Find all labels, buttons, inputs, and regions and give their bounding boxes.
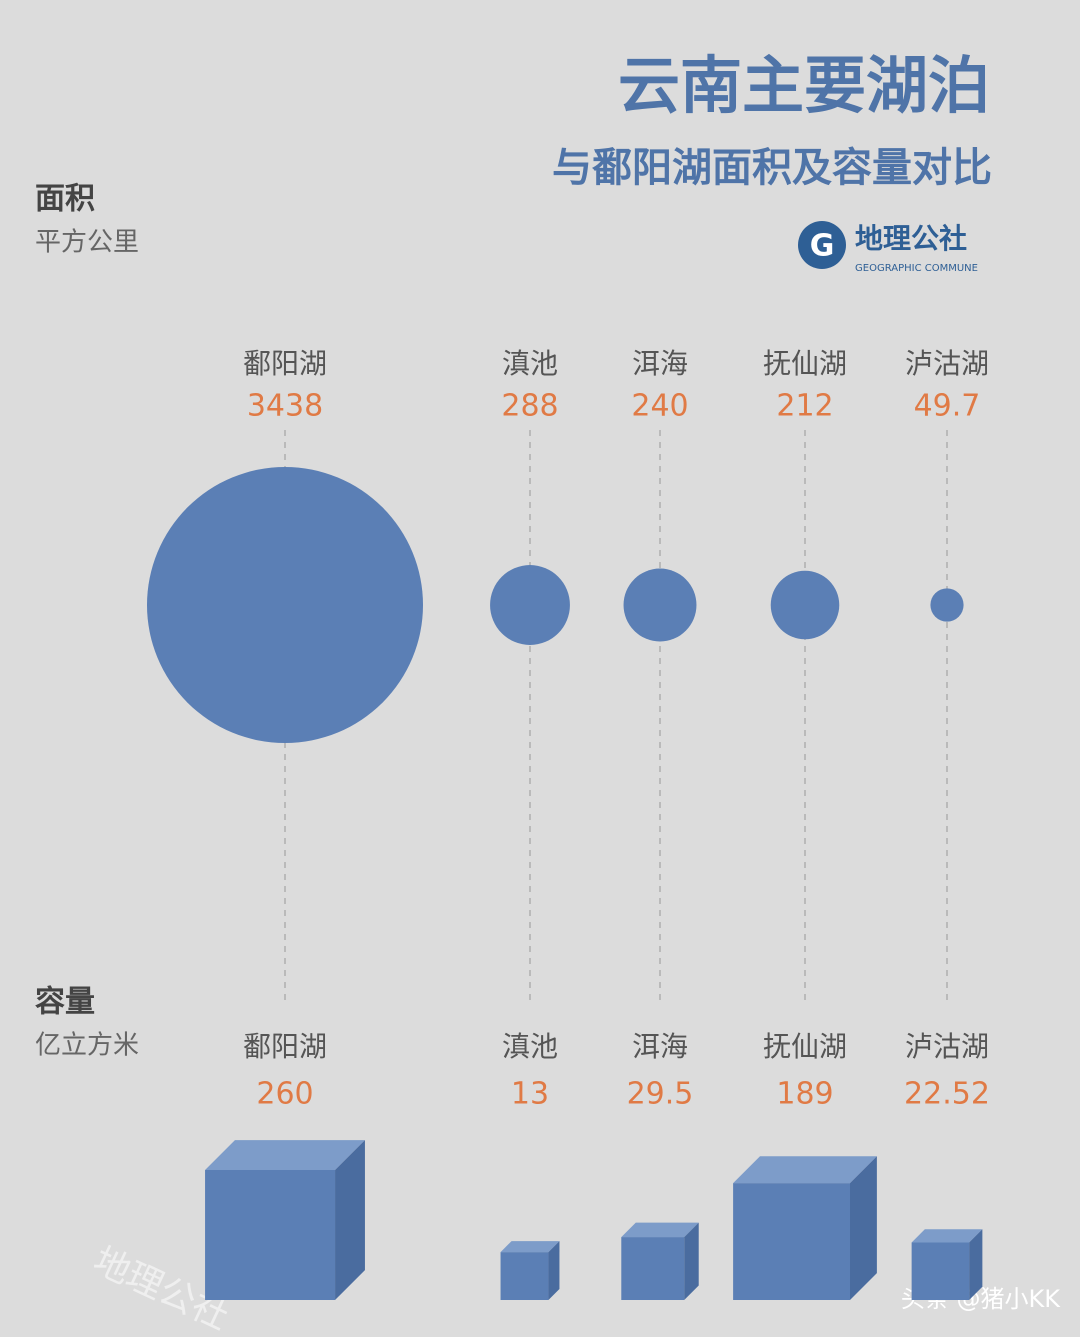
cube-side bbox=[684, 1222, 699, 1300]
category-label: 滇池 bbox=[502, 1030, 558, 1063]
area-circle bbox=[770, 570, 840, 640]
logo-icon bbox=[798, 221, 846, 269]
category-label: 泸沽湖 bbox=[905, 347, 989, 380]
cube-front bbox=[500, 1252, 549, 1300]
value-label: 29.5 bbox=[627, 1077, 694, 1112]
area-circle bbox=[930, 588, 964, 622]
cube-top bbox=[733, 1156, 877, 1184]
area-circle bbox=[490, 565, 570, 645]
logo: G 地理公社 GEOGRAPHIC COMMUNE bbox=[798, 221, 978, 274]
logo-english: GEOGRAPHIC COMMUNE bbox=[855, 263, 978, 274]
area-circle bbox=[147, 467, 423, 743]
cube-side bbox=[969, 1229, 983, 1300]
cube-front bbox=[733, 1183, 851, 1300]
value-label: 240 bbox=[631, 389, 688, 424]
cube-side bbox=[548, 1241, 560, 1300]
logo-name: 地理公社 bbox=[855, 222, 967, 255]
cube-top bbox=[621, 1222, 699, 1238]
category-label: 鄱阳湖 bbox=[243, 1030, 327, 1063]
cube-front bbox=[205, 1170, 336, 1300]
cube-top bbox=[205, 1140, 365, 1170]
value-label: 49.7 bbox=[914, 389, 981, 424]
value-label: 22.52 bbox=[904, 1077, 990, 1112]
category-label: 洱海 bbox=[632, 347, 688, 380]
value-label: 189 bbox=[776, 1077, 833, 1112]
cube-top bbox=[500, 1241, 560, 1253]
chart-unit: 亿立方米 bbox=[35, 1031, 139, 1061]
category-label: 鄱阳湖 bbox=[243, 347, 327, 380]
area-circle bbox=[623, 568, 697, 642]
chart-title: 面积 bbox=[35, 182, 95, 217]
chart-unit: 平方公里 bbox=[35, 228, 139, 258]
value-label: 260 bbox=[256, 1077, 313, 1112]
cube-front bbox=[911, 1242, 970, 1300]
subtitle: 与鄱阳湖面积及容量对比 bbox=[552, 145, 992, 191]
category-label: 滇池 bbox=[502, 347, 558, 380]
category-label: 抚仙湖 bbox=[763, 1030, 847, 1063]
category-label: 泸沽湖 bbox=[905, 1030, 989, 1063]
value-label: 288 bbox=[501, 389, 558, 424]
value-label: 13 bbox=[511, 1077, 549, 1112]
logo-glyph: G bbox=[810, 229, 835, 264]
title: 云南主要湖泊 bbox=[618, 49, 990, 122]
category-label: 洱海 bbox=[632, 1030, 688, 1063]
cube-side bbox=[850, 1156, 877, 1300]
category-label: 抚仙湖 bbox=[763, 347, 847, 380]
cube-side bbox=[335, 1140, 365, 1300]
value-label: 3438 bbox=[247, 389, 323, 424]
cube-top bbox=[911, 1229, 983, 1243]
chart-title: 容量 bbox=[35, 985, 95, 1020]
cube-front bbox=[621, 1237, 685, 1300]
value-label: 212 bbox=[776, 389, 833, 424]
